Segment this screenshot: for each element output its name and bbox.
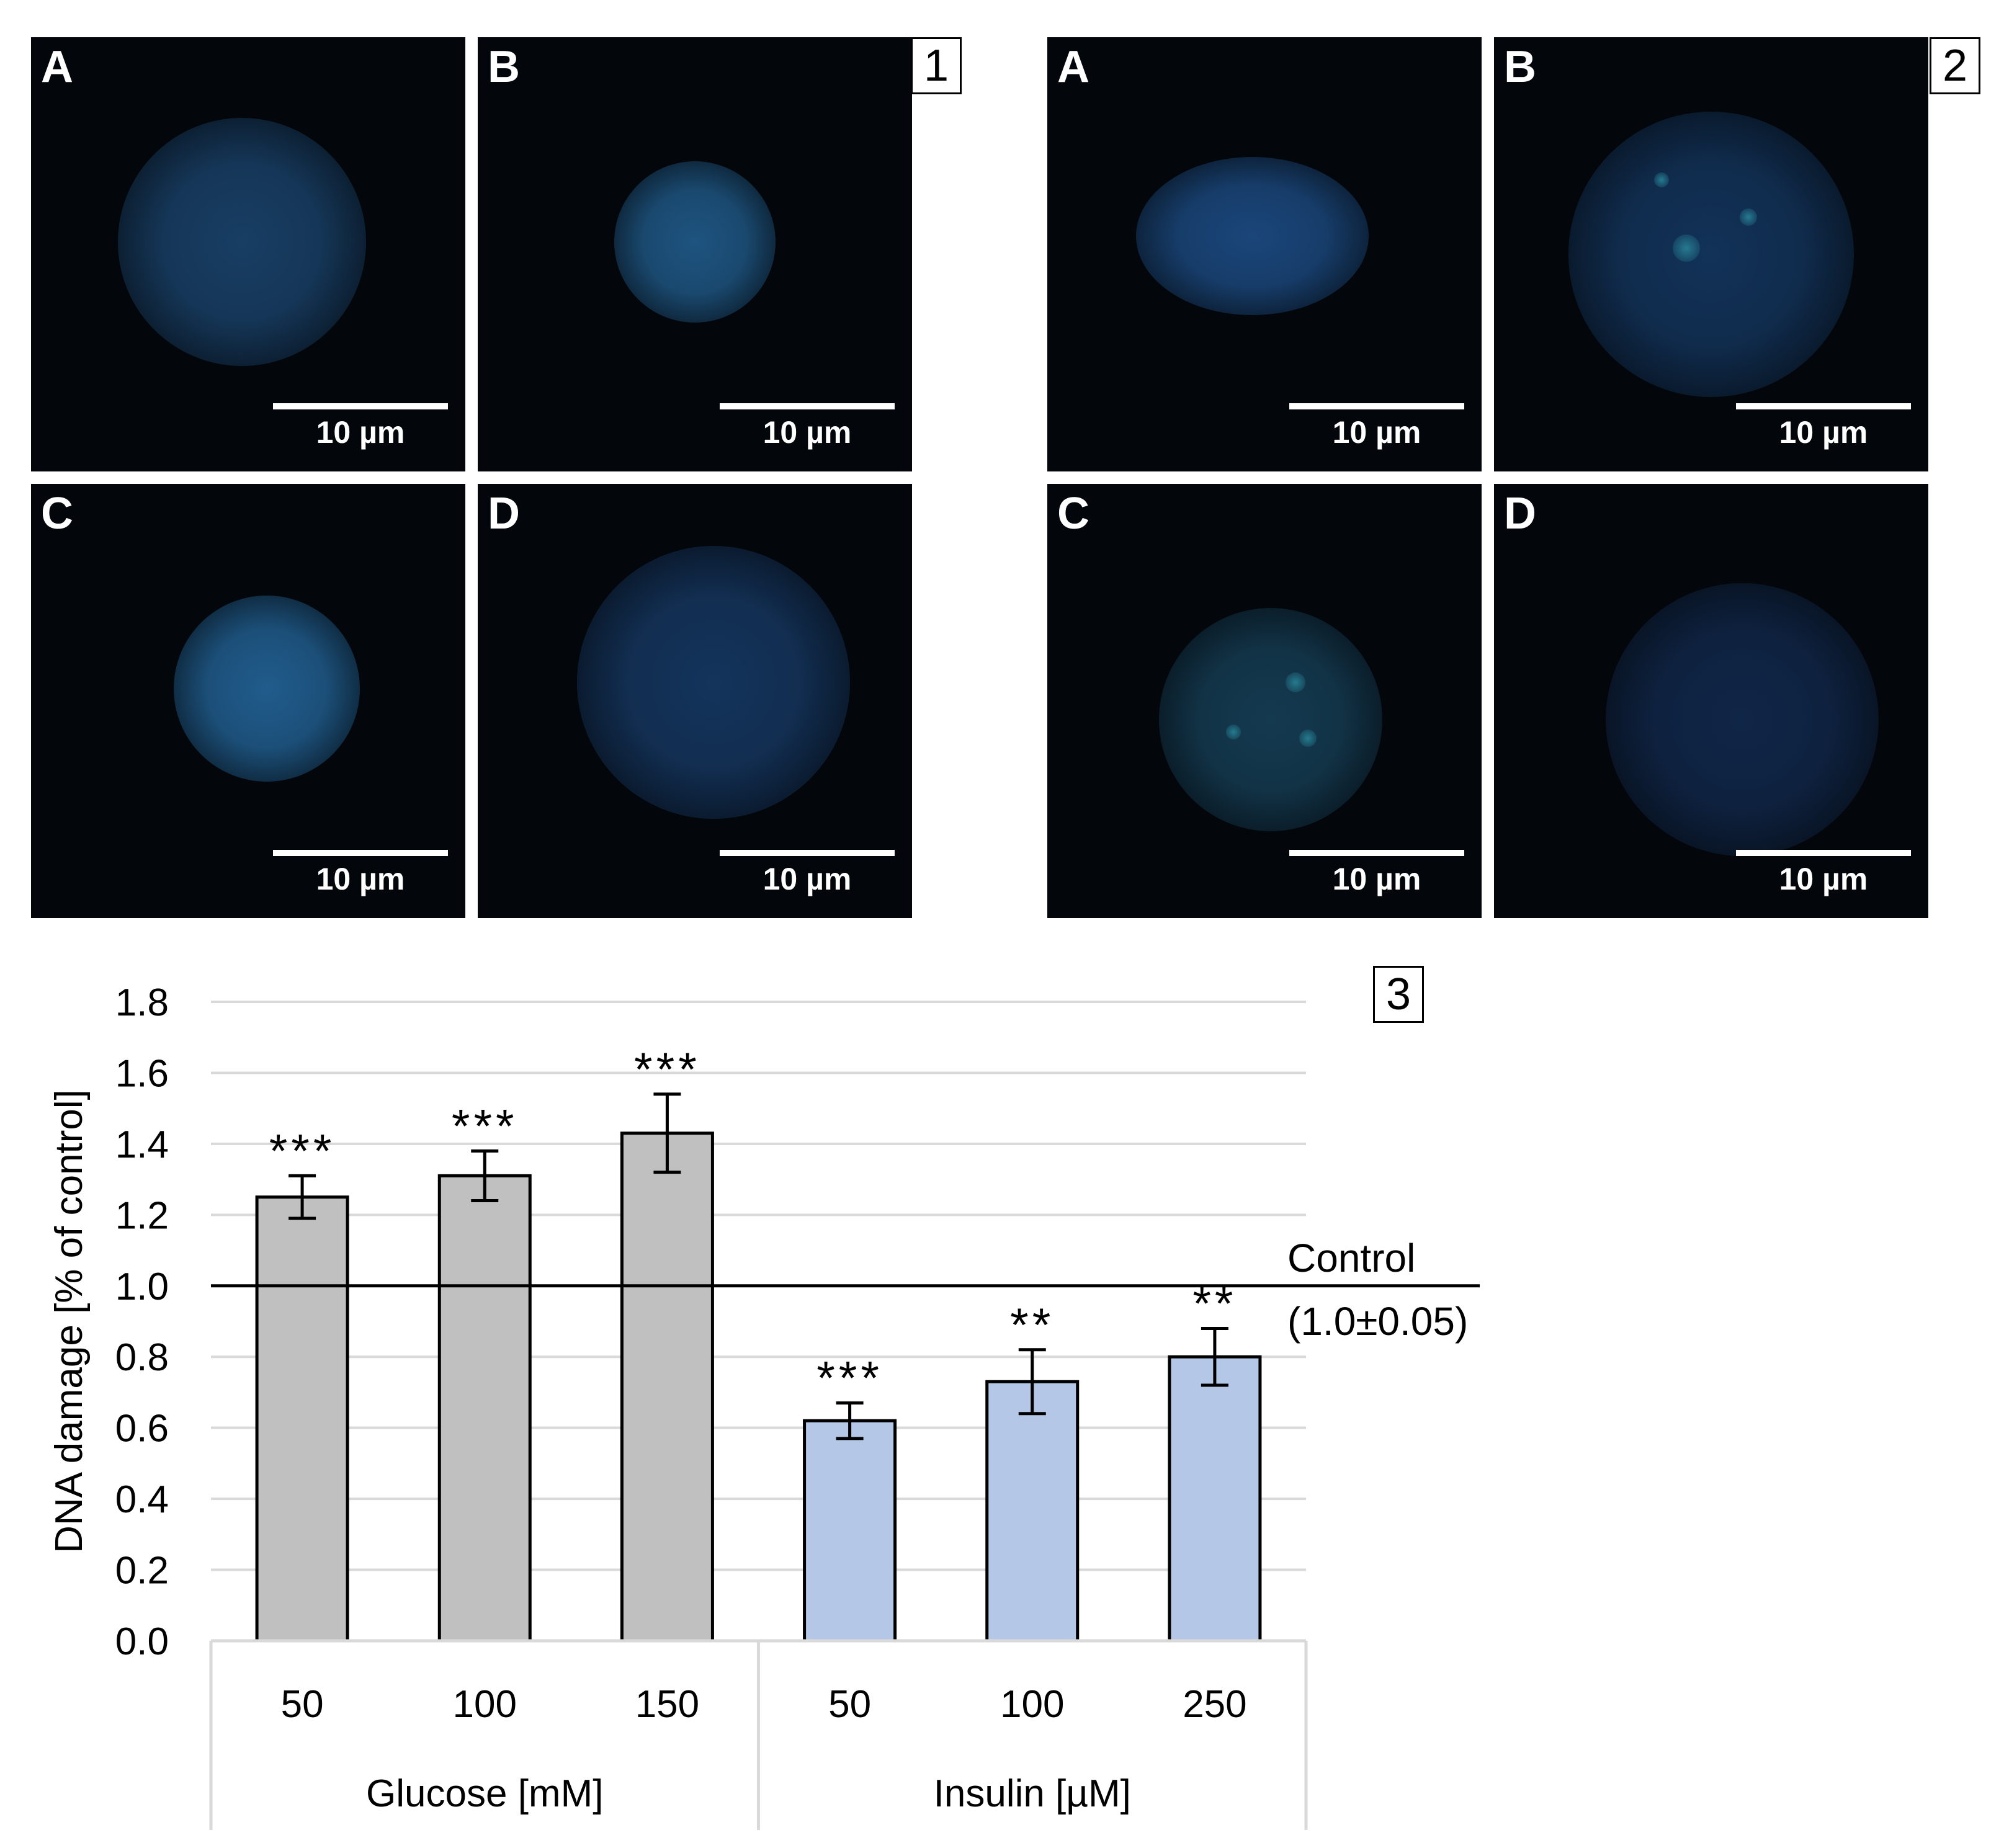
x-group-label: Insulin [µM] (934, 1772, 1131, 1815)
chromatin-spot (1740, 208, 1757, 226)
panel-letter: C (1057, 489, 1089, 538)
scale-bar-label: 10 µm (316, 862, 405, 896)
scale-bar-label: 10 µm (1779, 862, 1868, 896)
nucleus (614, 161, 776, 323)
bar (1168, 1355, 1262, 1643)
chromatin-spot (1299, 730, 1317, 747)
chromatin-spot (1226, 725, 1241, 739)
chromatin-spot (1286, 672, 1305, 692)
nucleus (1159, 608, 1382, 831)
nucleus (1606, 583, 1879, 856)
scale-bar-label: 10 µm (1332, 862, 1421, 896)
x-tick-label: 50 (281, 1683, 324, 1726)
panel-letter: C (41, 489, 73, 538)
micrograph-2-d: D 10 µm (1494, 484, 1928, 918)
scale-bar-label: 10 µm (316, 415, 405, 450)
scale-bar-label: 10 µm (763, 862, 852, 896)
y-tick-label: 1.4 (115, 1123, 169, 1166)
micrograph-1-a: A 10 µm (31, 37, 465, 471)
nucleus (174, 596, 360, 782)
y-tick-label: 1.0 (115, 1265, 169, 1308)
nucleus (1135, 156, 1369, 315)
panel-letter: D (1504, 489, 1536, 538)
bar (620, 1132, 714, 1643)
x-tick-label: 250 (1183, 1683, 1246, 1726)
x-tick-label: 50 (828, 1683, 871, 1726)
nucleus (118, 118, 366, 366)
y-tick-label: 0.8 (115, 1336, 169, 1379)
x-tick-label: 150 (635, 1683, 699, 1726)
significance-marker: *** (816, 1352, 883, 1405)
control-label: Control (1287, 1236, 1415, 1280)
scale-bar (720, 850, 895, 856)
bar (803, 1419, 897, 1643)
y-tick-label: 1.2 (115, 1194, 169, 1237)
scale-bar (1289, 403, 1464, 409)
scale-bar (273, 850, 448, 856)
panel-letter: B (1504, 42, 1536, 92)
figure-number-3: 3 (1373, 966, 1424, 1023)
y-tick-label: 0.6 (115, 1408, 169, 1450)
x-tick-label: 100 (453, 1683, 517, 1726)
y-tick-label: 0.4 (115, 1478, 169, 1521)
scale-bar (1736, 403, 1911, 409)
y-tick-label: 0.2 (115, 1550, 169, 1592)
panel-letter: A (41, 42, 73, 92)
significance-marker: *** (269, 1125, 336, 1177)
y-tick-label: 1.8 (115, 981, 169, 1024)
control-sublabel: (1.0±0.05) (1287, 1299, 1468, 1344)
bar (985, 1380, 1080, 1643)
scale-bar-label: 10 µm (1332, 415, 1421, 450)
significance-marker: *** (634, 1043, 700, 1096)
panel-letter: B (488, 42, 520, 92)
scale-bar-label: 10 µm (1779, 415, 1868, 450)
figure-number-1: 1 (911, 37, 962, 94)
nucleus (577, 546, 850, 819)
chromatin-spot (1673, 234, 1700, 262)
significance-marker: ** (1010, 1299, 1054, 1352)
micrograph-1-b: B 10 µm (478, 37, 912, 471)
panel-letter: D (488, 489, 520, 538)
scale-bar-label: 10 µm (763, 415, 852, 450)
nucleus (1568, 112, 1854, 397)
scale-bar (273, 403, 448, 409)
x-group-label: Glucose [mM] (366, 1772, 603, 1815)
scale-bar (1289, 850, 1464, 856)
bar (437, 1174, 532, 1643)
y-tick-label: 0.0 (115, 1620, 169, 1663)
y-axis-label: DNA damage [% of control] (48, 1089, 91, 1553)
x-tick-label: 100 (1000, 1683, 1064, 1726)
scale-bar (720, 403, 895, 409)
bar (255, 1195, 349, 1643)
chromatin-spot (1654, 172, 1669, 187)
y-tick-label: 1.6 (115, 1052, 169, 1095)
significance-marker: *** (452, 1100, 518, 1153)
micrograph-2-c: C 10 µm (1047, 484, 1482, 918)
micrograph-2-a: A 10 µm (1047, 37, 1482, 471)
micrograph-1-d: D 10 µm (478, 484, 912, 918)
scale-bar (1736, 850, 1911, 856)
figure-number-2: 2 (1930, 37, 1980, 94)
micrograph-1-c: C 10 µm (31, 484, 465, 918)
panel-letter: A (1057, 42, 1089, 92)
micrograph-2-b: B 10 µm (1494, 37, 1928, 471)
